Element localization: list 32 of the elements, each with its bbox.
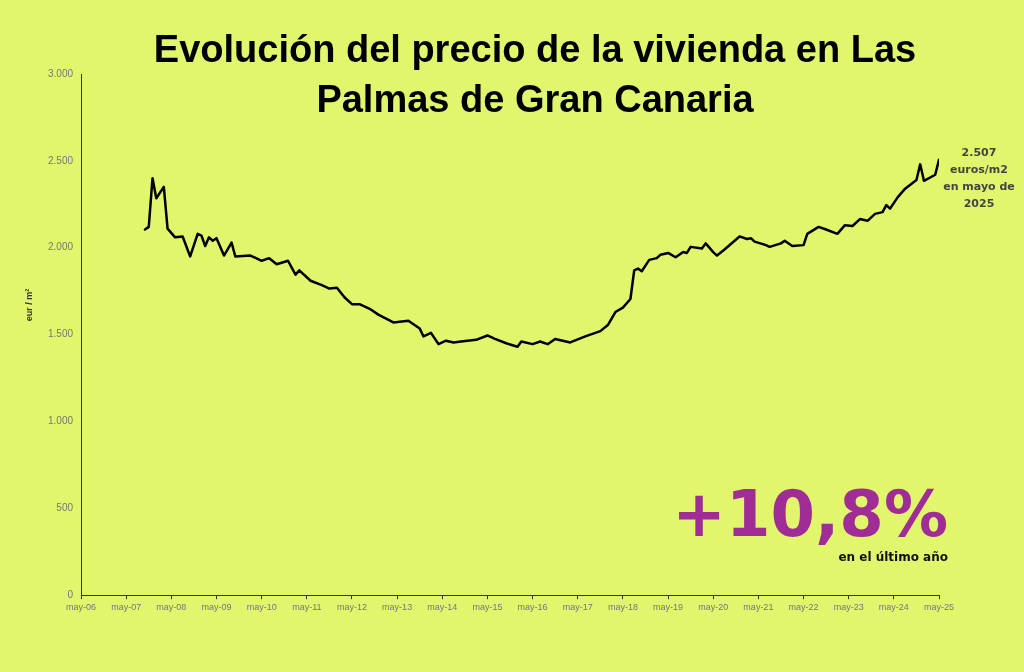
y-tick-label: 3.000 (47, 67, 74, 79)
x-tick-label: may-20 (698, 602, 729, 613)
x-tick-label: may-19 (653, 602, 684, 613)
y-tick-label: 0 (67, 588, 74, 600)
x-tick-label: may-12 (336, 602, 367, 613)
y-axis-title: eur / m² (24, 287, 34, 324)
x-tick-label: may-18 (607, 602, 638, 613)
x-tick-label: may-15 (472, 602, 503, 613)
annotation: +10,8% (672, 477, 948, 551)
y-tick-label: 2.500 (47, 154, 74, 166)
y-tick-label: 1.500 (47, 328, 74, 340)
annotation: 2.507 euros/m2 en mayo de 2025 (943, 146, 1015, 211)
x-tick-label: may-21 (743, 602, 774, 613)
x-tick-label: may-23 (833, 602, 864, 613)
x-tick-label: may-25 (923, 602, 955, 613)
x-tick-label: may-17 (562, 602, 593, 613)
chart-title: Evolución del precio de la vivienda en Las Palmas de Gran Canaria (152, 27, 918, 122)
x-tick-label: may-09 (201, 602, 232, 613)
x-tick-label: may-16 (517, 602, 548, 613)
y-tick-label: 2.000 (47, 241, 74, 253)
x-tick-label: may-14 (427, 602, 458, 613)
y-tick-label: 500 (56, 502, 74, 514)
x-tick-label: may-22 (788, 602, 819, 613)
x-tick-label: may-06 (66, 602, 97, 613)
x-tick-label: may-11 (292, 602, 322, 613)
x-tick-label: may-24 (878, 602, 909, 613)
x-tick-label: may-08 (156, 602, 187, 613)
y-tick-label: 1.000 (47, 415, 74, 427)
annotation: en el último año (837, 550, 948, 564)
x-tick-label: may-13 (382, 602, 413, 613)
x-tick-label: may-10 (246, 602, 277, 613)
x-tick-label: may-07 (111, 602, 142, 613)
